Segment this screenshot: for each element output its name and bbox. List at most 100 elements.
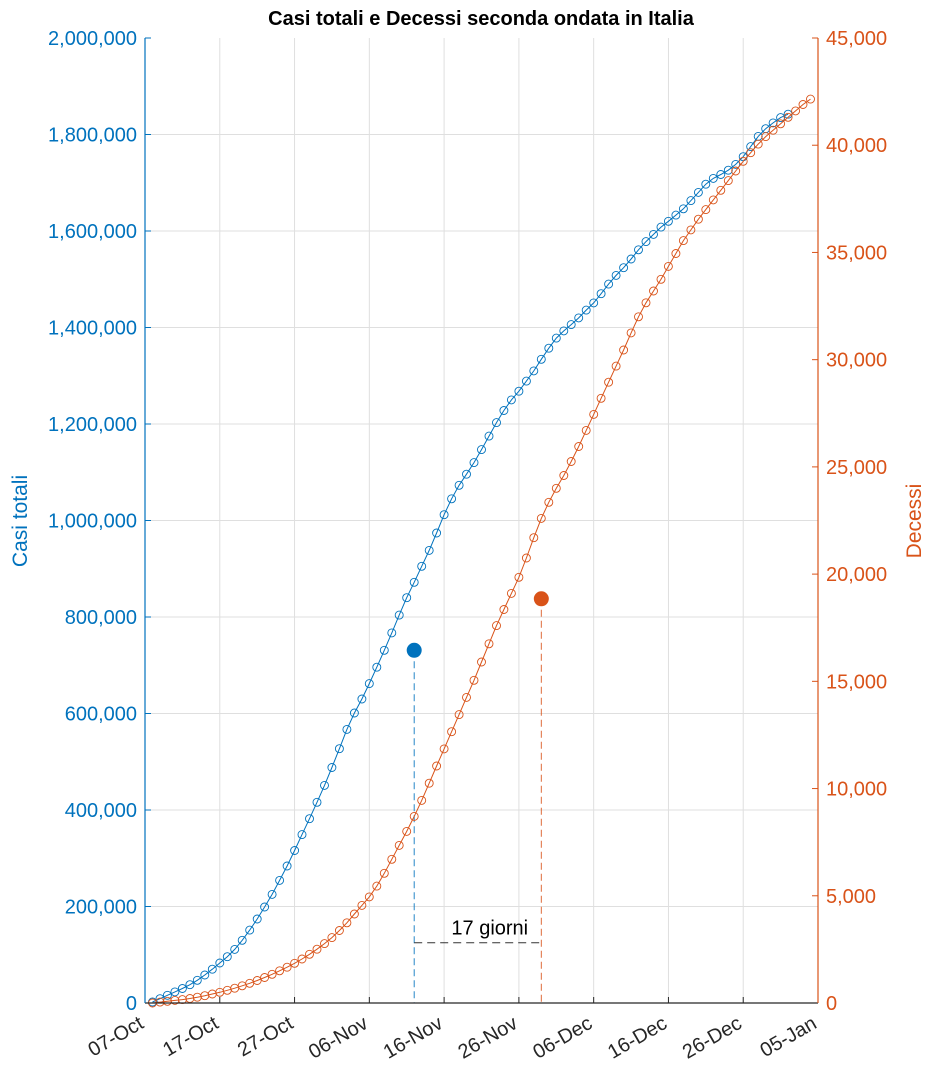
- data-point-casi-totali: [596, 289, 606, 299]
- data-point-decessi: [364, 892, 374, 902]
- data-point-casi-totali: [529, 366, 539, 376]
- data-point-decessi: [514, 572, 524, 582]
- data-point-decessi: [791, 106, 801, 116]
- y-left-tick-label: 800,000: [65, 607, 137, 629]
- data-point-decessi: [297, 954, 307, 964]
- y-left-tick-label: 200,000: [65, 897, 137, 919]
- data-point-decessi: [327, 933, 337, 943]
- data-point-decessi: [693, 214, 703, 224]
- drop-lines: [413, 598, 542, 1003]
- data-point-decessi: [305, 949, 314, 959]
- data-point-decessi: [589, 409, 599, 419]
- data-point-decessi: [566, 457, 576, 466]
- data-point-casi-totali: [439, 510, 449, 520]
- y-left-tick-label: 400,000: [65, 800, 137, 822]
- data-point-casi-totali: [312, 797, 322, 807]
- data-point-decessi: [521, 553, 531, 563]
- data-point-casi-totali: [574, 313, 584, 323]
- data-point-casi-totali: [604, 279, 614, 289]
- data-point-casi-totali: [619, 263, 629, 273]
- data-point-decessi: [701, 205, 711, 215]
- y-left-tick-label: 1,400,000: [48, 318, 137, 340]
- data-point-casi-totali: [305, 814, 314, 824]
- data-point-casi-totali: [611, 270, 621, 280]
- data-point-decessi: [267, 969, 277, 979]
- data-point-decessi: [536, 513, 546, 523]
- data-point-casi-totali: [477, 445, 486, 455]
- data-point-decessi: [402, 826, 412, 836]
- data-point-decessi: [708, 195, 718, 205]
- data-point-casi-totali: [649, 229, 658, 239]
- data-point-casi-totali: [469, 458, 479, 468]
- y-left-tick-label: 1,000,000: [48, 511, 137, 533]
- annotation-label: 17 giorni: [451, 918, 528, 940]
- y-right-tick-label: 0: [826, 993, 837, 1015]
- series: [148, 94, 815, 1008]
- data-point-casi-totali: [267, 889, 277, 899]
- data-point-decessi: [252, 976, 262, 985]
- y-right-tick-label: 35,000: [826, 242, 887, 264]
- y-left-tick-label: 600,000: [65, 704, 137, 726]
- data-point-decessi: [372, 881, 382, 891]
- data-point-decessi: [776, 119, 786, 129]
- data-point-decessi: [551, 483, 561, 493]
- data-point-decessi: [492, 621, 501, 631]
- data-point-casi-totali: [514, 386, 524, 396]
- data-point-casi-totali: [170, 987, 180, 997]
- data-point-decessi: [454, 710, 464, 720]
- data-point-decessi: [477, 657, 486, 667]
- data-point-casi-totali: [708, 173, 718, 183]
- data-point-casi-totali: [716, 170, 726, 179]
- data-point-casi-totali: [290, 846, 300, 855]
- data-point-decessi: [424, 778, 434, 788]
- data-point-casi-totali: [357, 694, 367, 704]
- data-point-casi-totali: [200, 970, 210, 980]
- data-point-decessi: [678, 236, 688, 246]
- data-point-decessi: [798, 100, 808, 109]
- data-point-casi-totali: [551, 333, 561, 343]
- data-point-casi-totali: [379, 645, 389, 655]
- data-point-decessi: [663, 261, 673, 271]
- y-left-tick-label: 1,600,000: [48, 221, 137, 243]
- data-point-decessi: [634, 312, 643, 322]
- data-point-decessi: [320, 939, 329, 949]
- data-point-decessi: [387, 854, 397, 864]
- data-point-decessi: [768, 125, 778, 135]
- data-point-decessi: [626, 328, 636, 338]
- y-right-tick-label: 10,000: [826, 779, 887, 801]
- highlight-marker: [406, 642, 422, 658]
- data-point-casi-totali: [192, 975, 202, 985]
- data-point-casi-totali: [424, 545, 434, 555]
- data-point-casi-totali: [334, 744, 344, 754]
- data-point-casi-totali: [447, 494, 457, 504]
- data-point-casi-totali: [641, 237, 651, 247]
- data-point-decessi: [447, 727, 457, 737]
- data-point-casi-totali: [701, 179, 711, 189]
- data-point-casi-totali: [432, 528, 442, 538]
- data-point-decessi: [334, 926, 344, 935]
- data-point-decessi: [349, 909, 359, 919]
- y-axis-label-left: Casi totali: [9, 475, 32, 567]
- data-point-casi-totali: [693, 187, 703, 197]
- data-point-decessi: [245, 978, 255, 988]
- data-point-decessi: [312, 944, 322, 954]
- data-point-casi-totali: [656, 222, 666, 232]
- data-point-decessi: [439, 744, 449, 754]
- data-point-casi-totali: [364, 679, 374, 689]
- data-point-casi-totali: [678, 204, 688, 214]
- data-point-decessi: [761, 132, 771, 142]
- data-point-decessi: [716, 185, 726, 195]
- data-point-casi-totali: [521, 376, 531, 386]
- y-axis-label-right: Decessi: [903, 484, 926, 559]
- data-point-decessi: [275, 966, 285, 976]
- data-point-casi-totali: [723, 165, 733, 175]
- data-point-casi-totali: [634, 245, 643, 255]
- data-point-decessi: [260, 973, 270, 982]
- data-point-casi-totali: [566, 320, 576, 330]
- data-point-casi-totali: [409, 577, 419, 587]
- data-point-decessi: [738, 156, 748, 166]
- data-point-decessi: [753, 139, 763, 149]
- data-point-decessi: [806, 94, 815, 104]
- data-point-decessi: [746, 148, 756, 158]
